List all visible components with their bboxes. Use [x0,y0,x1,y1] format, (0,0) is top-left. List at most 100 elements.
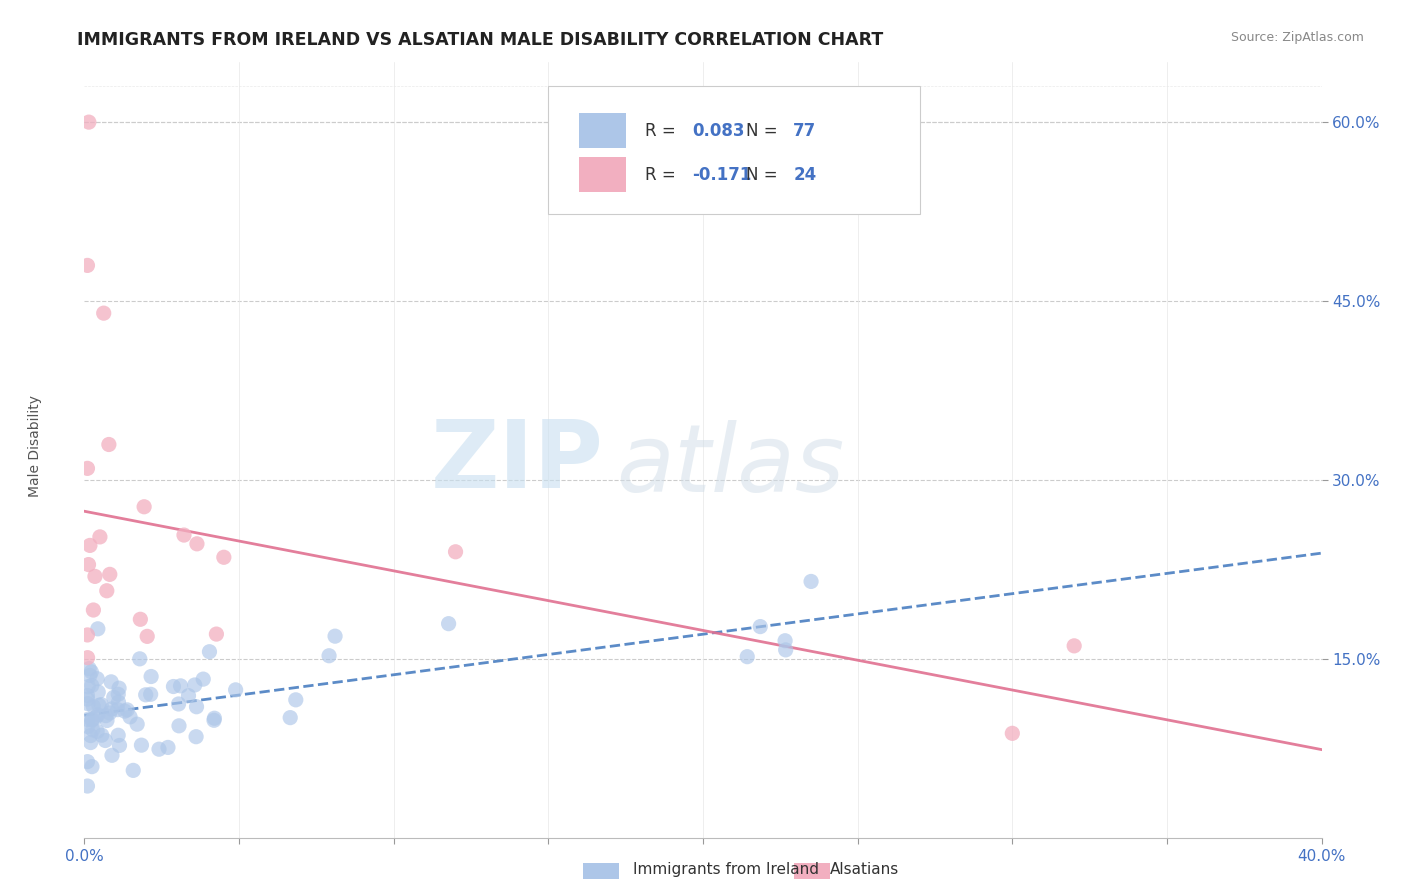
Point [98,706,121,720]
Point [318,648,340,663]
Point [135,688,157,702]
Point [97,437,120,451]
Point [114,704,136,718]
Point [76,779,98,793]
Text: Alsatians: Alsatians [830,863,898,877]
Point [82,699,104,714]
Point [86,672,108,686]
Point [76,719,98,733]
Point [103,690,125,705]
Point [80,759,103,773]
Point [212,550,235,565]
Point [87,685,110,699]
Point [162,680,184,694]
Point [96,714,118,728]
Point [107,695,129,709]
Point [107,703,129,717]
Point [284,693,307,707]
Point [136,629,159,643]
Text: atlas: atlas [616,420,845,511]
Point [84,569,107,583]
Point [128,652,150,666]
Text: 24: 24 [793,166,817,184]
Point [77,558,100,572]
Point [198,645,221,659]
Point [749,619,772,633]
Point [735,649,758,664]
Text: R =: R = [645,121,681,140]
Point [80,713,103,727]
Point [76,697,98,711]
Point [800,574,823,589]
Point [444,545,467,559]
Text: R =: R = [645,166,681,184]
Point [129,612,152,626]
Text: N =: N = [747,121,783,140]
Point [79,735,101,749]
Point [76,628,98,642]
Point [186,699,208,714]
Point [76,461,98,475]
Point [115,703,138,717]
Point [773,633,796,648]
Text: Male Disability: Male Disability [28,395,42,497]
Point [107,687,129,701]
Text: 0.083: 0.083 [692,121,744,140]
Point [90,728,112,742]
Point [184,678,207,692]
Point [278,711,301,725]
Point [90,698,112,712]
Point [202,713,225,727]
Point [1001,726,1024,740]
Point [79,538,101,552]
Point [76,259,98,273]
Point [87,698,110,713]
Text: IMMIGRANTS FROM IRELAND VS ALSATIAN MALE DISABILITY CORRELATION CHART: IMMIGRANTS FROM IRELAND VS ALSATIAN MALE… [77,31,883,49]
Point [76,713,98,727]
Point [775,643,797,657]
Point [225,682,247,697]
Point [80,679,103,693]
Point [87,622,110,636]
FancyBboxPatch shape [548,86,920,214]
Point [131,738,153,752]
Point [93,306,115,320]
Text: N =: N = [747,166,783,184]
Point [96,583,118,598]
Text: ZIP: ZIP [432,416,605,508]
Point [98,567,121,582]
Point [120,710,142,724]
Point [177,689,200,703]
Point [184,730,207,744]
Point [76,755,98,769]
Point [76,689,98,703]
Point [76,692,98,706]
Point [156,740,179,755]
Point [1063,639,1085,653]
Point [169,679,191,693]
Point [82,603,104,617]
Point [82,723,104,737]
Point [86,724,108,739]
Point [100,702,122,716]
Point [82,712,104,726]
Text: Immigrants from Ireland: Immigrants from Ireland [633,863,818,877]
Point [108,681,131,695]
Point [84,711,107,725]
Point [94,708,117,723]
Point [108,739,131,753]
Text: Source: ZipAtlas.com: Source: ZipAtlas.com [1230,31,1364,45]
Point [101,748,124,763]
Point [139,669,162,683]
Point [323,629,346,643]
Bar [579,113,626,148]
Point [173,528,195,542]
Point [127,717,149,731]
Point [77,115,100,129]
Text: -0.171: -0.171 [692,166,751,184]
Point [89,530,111,544]
Point [134,500,156,514]
Point [437,616,460,631]
Point [139,687,162,701]
Point [107,728,129,742]
